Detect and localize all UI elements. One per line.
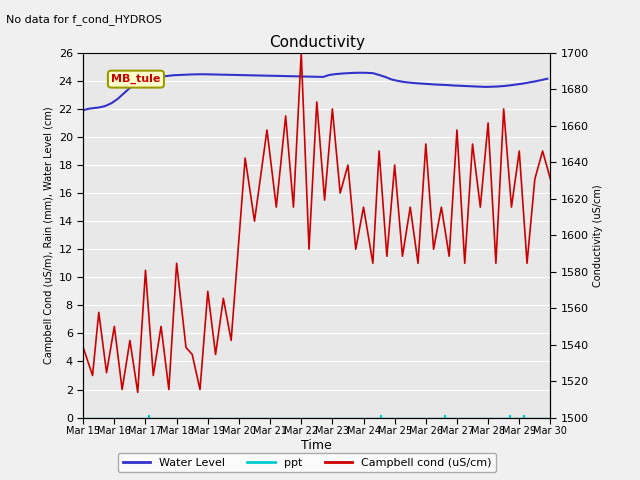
X-axis label: Time: Time (301, 439, 332, 452)
Legend: Water Level, ppt, Campbell cond (uS/cm): Water Level, ppt, Campbell cond (uS/cm) (118, 453, 496, 472)
Title: Conductivity: Conductivity (269, 35, 365, 50)
Text: MB_tule: MB_tule (111, 74, 161, 84)
Y-axis label: Campbell Cond (uS/m), Rain (mm), Water Level (cm): Campbell Cond (uS/m), Rain (mm), Water L… (44, 107, 54, 364)
Text: No data for f_cond_HYDROS: No data for f_cond_HYDROS (6, 14, 163, 25)
Y-axis label: Conductivity (uS/cm): Conductivity (uS/cm) (593, 184, 603, 287)
